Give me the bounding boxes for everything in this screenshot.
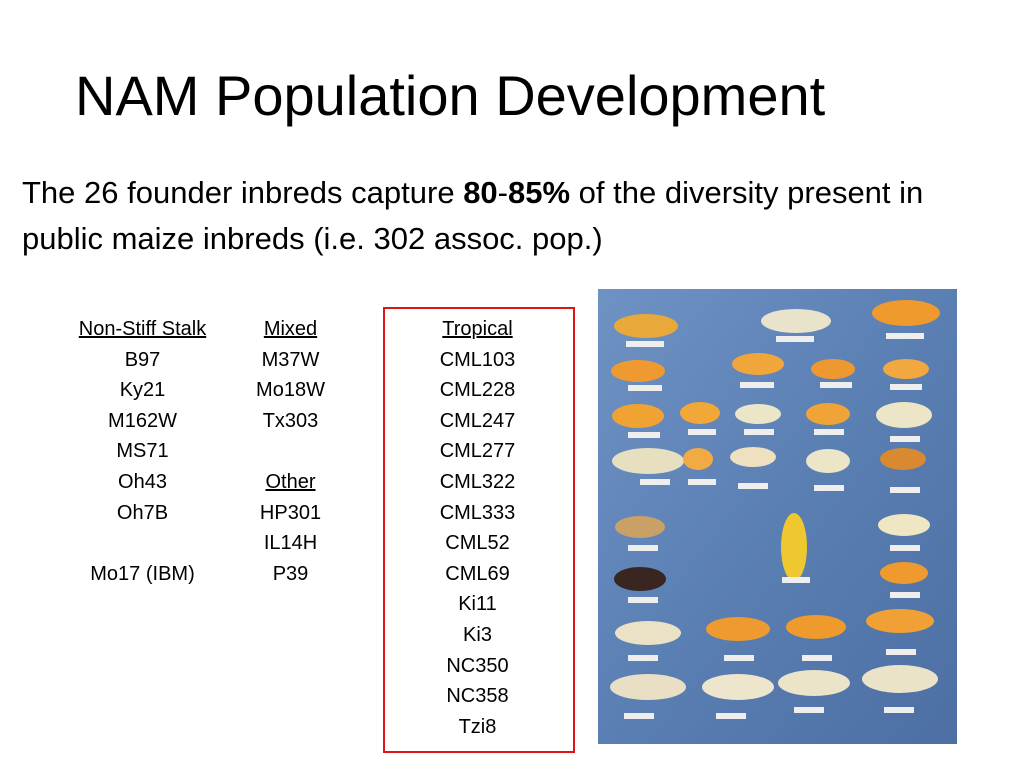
tropical-group: Tropical CML103 CML228 CML247 CML277 CML… bbox=[415, 314, 540, 742]
inbred-item: Ky21 bbox=[119, 379, 166, 402]
inbred-item: B97 bbox=[124, 348, 161, 371]
corn-ear-icon bbox=[786, 615, 846, 661]
non-stiff-stalk-group: Non-Stiff Stalk B97 Ky21 M162W MS71 Oh43… bbox=[55, 314, 230, 589]
corn-ear-icon bbox=[806, 449, 850, 491]
inbred-item: Oh7B bbox=[116, 501, 169, 524]
corn-ear-icon bbox=[706, 617, 770, 661]
inbred-item: CML69 bbox=[445, 562, 510, 585]
corn-ear-icon bbox=[612, 404, 664, 438]
inbred-item: CML277 bbox=[439, 440, 516, 463]
mixed-other-group: Mixed M37W Mo18W Tx303 Other HP301 IL14H… bbox=[243, 314, 338, 589]
intro-dash: - bbox=[497, 175, 508, 210]
corn-ear-icon bbox=[880, 448, 926, 493]
corn-ear-icon bbox=[866, 609, 934, 655]
corn-ear-icon bbox=[611, 360, 665, 391]
corn-ear-icon bbox=[878, 514, 930, 551]
inbred-item: M37W bbox=[261, 348, 320, 371]
inbred-item: CML322 bbox=[439, 470, 516, 493]
corn-ear-icon bbox=[735, 404, 781, 435]
inbred-item: Ki11 bbox=[458, 593, 497, 616]
other-heading: Other bbox=[265, 470, 316, 493]
inbred-item: Ki3 bbox=[463, 623, 492, 646]
inbred-item: Oh43 bbox=[118, 470, 167, 493]
tropical-highlight-box bbox=[383, 307, 575, 753]
corn-ear-icon bbox=[781, 513, 810, 583]
inbred-item: Tx303 bbox=[262, 409, 319, 432]
corn-ear-icon bbox=[683, 448, 716, 485]
inbred-item: Tzi8 bbox=[458, 715, 497, 738]
corn-ear-icon bbox=[680, 402, 720, 435]
intro-text: The 26 founder inbreds capture 80-85% of… bbox=[22, 170, 1012, 262]
corn-ear-icon bbox=[730, 447, 776, 489]
spacer bbox=[243, 436, 338, 467]
corn-ear-icon bbox=[614, 314, 678, 347]
corn-ear-icon bbox=[612, 448, 684, 485]
inbred-item: Mo18W bbox=[256, 379, 325, 402]
mixed-heading: Mixed bbox=[263, 318, 318, 340]
intro-after: of the diversity present in public maize… bbox=[22, 175, 924, 256]
corn-ear-icon bbox=[615, 516, 665, 551]
inbred-item: M162W bbox=[108, 409, 177, 432]
intro-bold-80: 80 bbox=[463, 175, 498, 210]
corn-ear-icon bbox=[610, 674, 686, 719]
tropical-heading: Tropical bbox=[442, 318, 513, 340]
corn-ear-icon bbox=[615, 621, 681, 661]
corn-ear-icon bbox=[880, 562, 928, 598]
inbred-item: P39 bbox=[272, 562, 309, 585]
inbred-item: NC350 bbox=[446, 654, 509, 677]
inbred-item: MS71 bbox=[116, 440, 169, 463]
inbred-item-mo17: Mo17 (IBM) bbox=[90, 562, 195, 585]
maize-ears-photo bbox=[598, 289, 957, 744]
corn-ear-icon bbox=[702, 674, 774, 719]
non-stiff-stalk-heading: Non-Stiff Stalk bbox=[78, 318, 207, 340]
corn-ear-icon bbox=[778, 670, 850, 713]
corn-ear-icon bbox=[872, 300, 940, 339]
slide-title: NAM Population Development bbox=[75, 64, 826, 127]
inbred-item: NC358 bbox=[446, 685, 509, 708]
corn-ear-icon bbox=[811, 359, 855, 388]
corn-ear-icon bbox=[732, 353, 784, 388]
corn-ear-icon bbox=[883, 359, 929, 390]
inbred-item: CML52 bbox=[445, 532, 510, 555]
intro-bold-85: 85% bbox=[508, 175, 571, 210]
inbred-item: IL14H bbox=[263, 532, 318, 555]
intro-before: The 26 founder inbreds capture bbox=[22, 175, 464, 210]
inbred-item: CML103 bbox=[439, 348, 516, 371]
inbred-item: HP301 bbox=[259, 501, 322, 524]
corn-ear-icon bbox=[876, 402, 932, 442]
inbred-item: CML247 bbox=[439, 409, 516, 432]
corn-ear-icon bbox=[806, 403, 850, 435]
inbred-item: CML228 bbox=[439, 379, 516, 402]
inbred-item: CML333 bbox=[439, 501, 516, 524]
corn-ear-icon bbox=[761, 309, 831, 342]
spacer bbox=[55, 528, 230, 559]
corn-ear-icon bbox=[614, 567, 666, 603]
corn-ear-icon bbox=[862, 665, 938, 713]
